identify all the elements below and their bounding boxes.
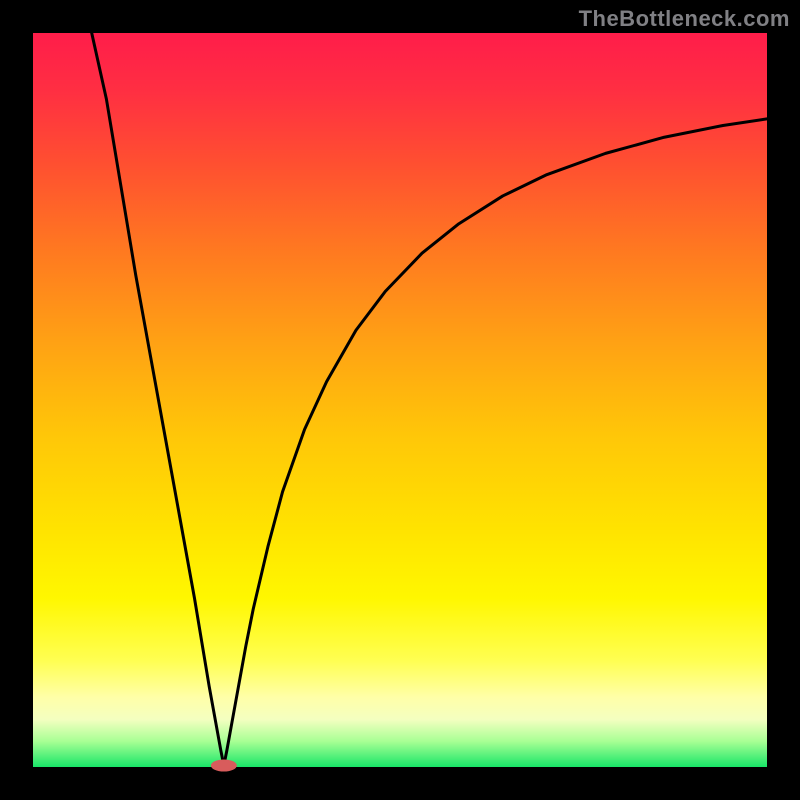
- chart-svg: [0, 0, 800, 800]
- watermark-text: TheBottleneck.com: [579, 6, 790, 32]
- plot-area-gradient: [33, 33, 767, 767]
- chart-container: TheBottleneck.com: [0, 0, 800, 800]
- minimum-marker: [211, 760, 237, 772]
